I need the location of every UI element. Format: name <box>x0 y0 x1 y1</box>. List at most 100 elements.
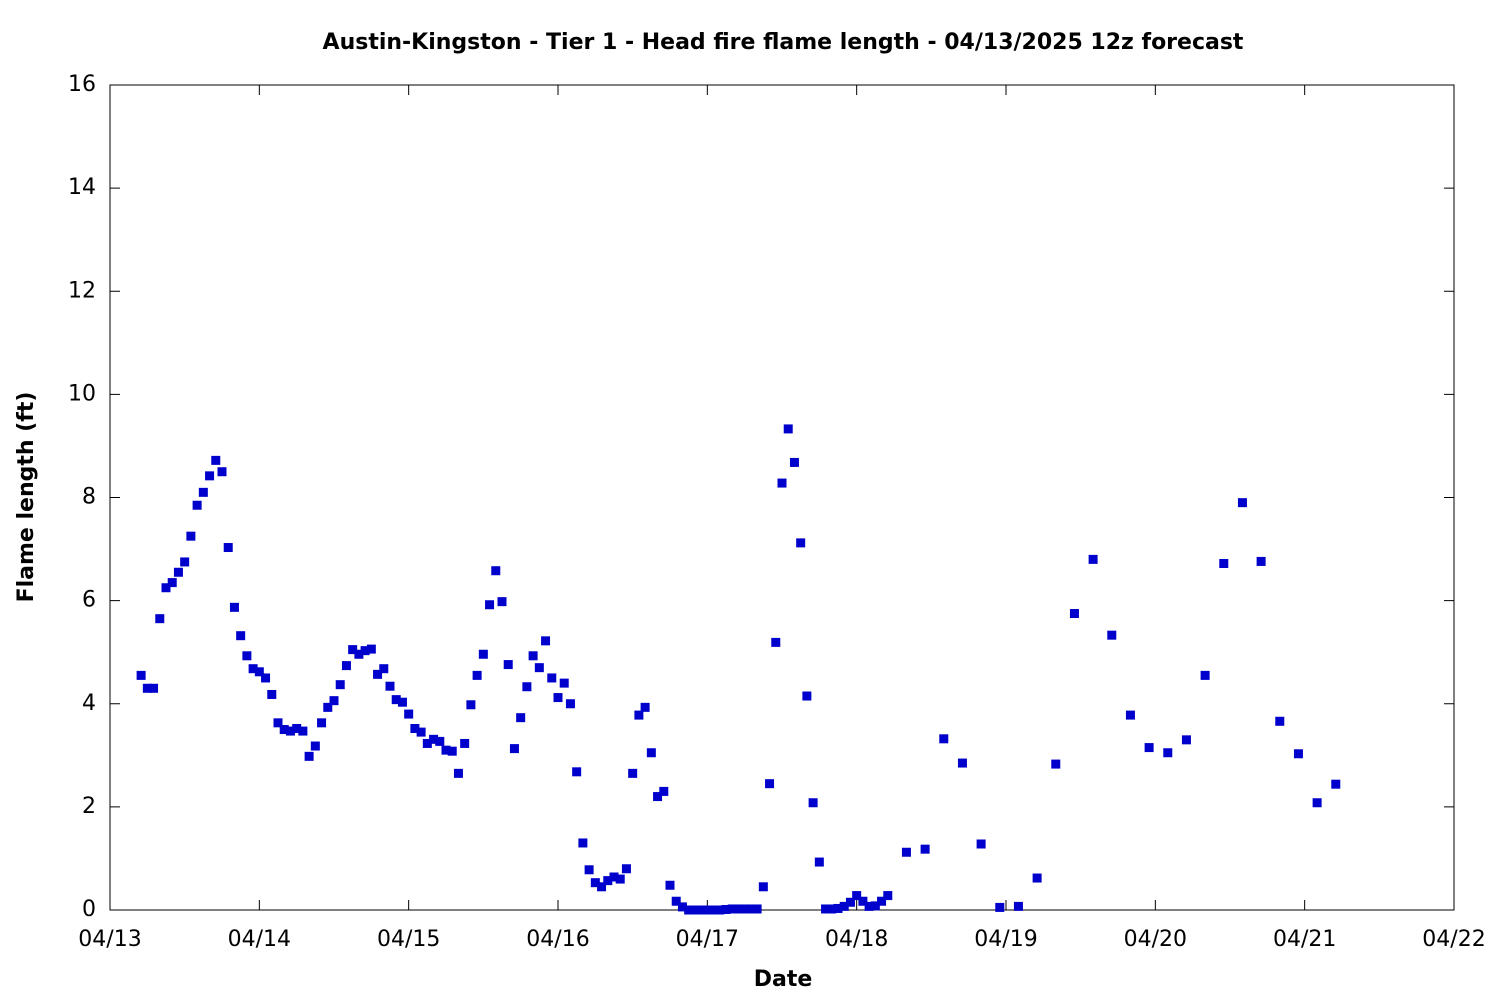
point <box>142 683 152 693</box>
point <box>516 713 526 723</box>
point <box>696 905 706 915</box>
point <box>198 487 208 497</box>
point <box>397 697 407 707</box>
point <box>522 682 532 692</box>
point <box>509 744 519 754</box>
point <box>821 904 831 914</box>
point <box>547 673 557 683</box>
point <box>167 578 177 588</box>
point <box>765 779 775 789</box>
point <box>379 664 389 674</box>
point <box>565 699 575 709</box>
y-tick-label: 10 <box>68 381 96 406</box>
point <box>1200 670 1210 680</box>
point <box>659 786 669 796</box>
point <box>671 896 681 906</box>
x-tick-label: 04/19 <box>974 927 1037 952</box>
point <box>1032 873 1042 883</box>
point <box>173 567 183 577</box>
y-tick-label: 4 <box>82 691 96 716</box>
point <box>248 664 258 674</box>
point <box>789 457 799 467</box>
point <box>845 897 855 907</box>
point <box>366 644 376 654</box>
point <box>883 891 893 901</box>
point <box>646 748 656 758</box>
point <box>229 602 239 612</box>
x-tick-label: 04/20 <box>1124 927 1187 952</box>
point <box>597 882 607 892</box>
point <box>709 905 719 915</box>
point <box>920 844 930 854</box>
point <box>285 726 295 736</box>
point <box>279 725 289 735</box>
point <box>180 557 190 567</box>
point <box>155 614 165 624</box>
point <box>833 903 843 913</box>
point <box>858 896 868 906</box>
point <box>435 736 445 746</box>
point <box>422 738 432 748</box>
point <box>348 645 358 655</box>
point <box>485 600 495 610</box>
point <box>329 696 339 706</box>
point <box>1181 735 1191 745</box>
point <box>957 758 967 768</box>
point <box>323 702 333 712</box>
point <box>603 876 613 886</box>
point <box>373 669 383 679</box>
point <box>242 651 252 661</box>
point <box>1125 710 1135 720</box>
point <box>665 880 675 890</box>
point <box>1331 779 1341 789</box>
y-tick-label: 16 <box>68 72 96 97</box>
y-tick-label: 6 <box>82 588 96 613</box>
point <box>460 738 470 748</box>
point <box>752 904 762 914</box>
point <box>621 864 631 874</box>
point <box>478 649 488 659</box>
point <box>211 455 221 465</box>
point <box>341 661 351 671</box>
point <box>864 901 874 911</box>
point <box>205 471 215 481</box>
point <box>416 727 426 737</box>
point <box>1144 743 1154 753</box>
point <box>429 734 439 744</box>
point <box>584 865 594 875</box>
point <box>317 718 327 728</box>
point <box>1107 630 1117 640</box>
point <box>267 689 277 699</box>
point <box>721 904 731 914</box>
point <box>261 673 271 683</box>
point <box>497 597 507 607</box>
point <box>354 649 364 659</box>
point <box>634 710 644 720</box>
point <box>684 905 694 915</box>
point <box>528 651 538 661</box>
point <box>559 678 569 688</box>
point <box>385 681 395 691</box>
x-axis-label: Date <box>754 967 813 992</box>
y-tick-label: 2 <box>82 794 96 819</box>
point <box>740 904 750 914</box>
point <box>1051 759 1061 769</box>
point <box>976 839 986 849</box>
point <box>466 700 476 710</box>
point <box>1312 798 1322 808</box>
point <box>391 695 401 705</box>
point <box>136 670 146 680</box>
point <box>839 901 849 911</box>
y-tick-label: 0 <box>82 897 96 922</box>
point <box>727 904 737 914</box>
point <box>441 745 451 755</box>
point <box>503 660 513 670</box>
point <box>192 500 202 510</box>
point <box>590 878 600 888</box>
point <box>827 904 837 914</box>
x-tick-label: 04/15 <box>377 927 440 952</box>
y-axis-label: Flame length (ft) <box>14 392 39 603</box>
point <box>360 646 370 656</box>
point <box>802 691 812 701</box>
